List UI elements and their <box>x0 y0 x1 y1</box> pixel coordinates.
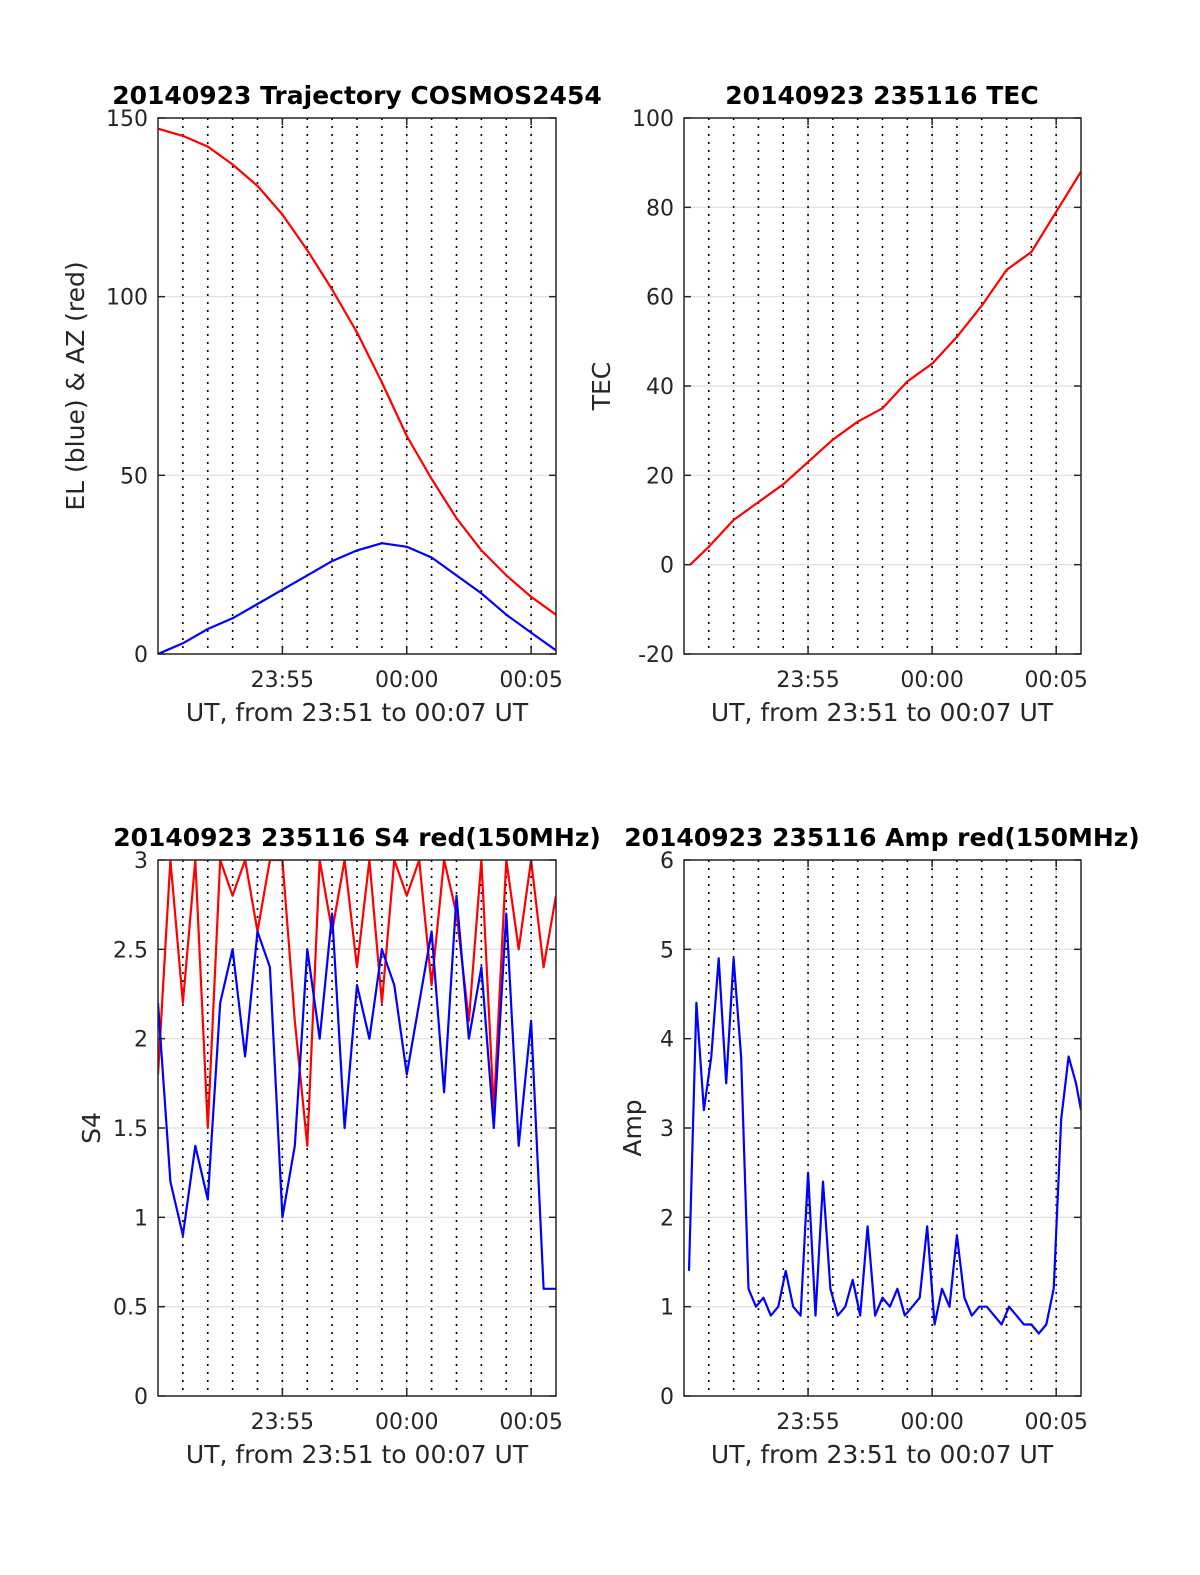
x-tick-label: 00:00 <box>375 668 438 693</box>
y-axis-label: EL (blue) & AZ (red) <box>61 261 90 510</box>
x-tick-label: 23:55 <box>776 668 839 693</box>
x-tick-label: 23:55 <box>251 668 314 693</box>
y-tick-label: 50 <box>120 464 148 489</box>
x-tick-label: 00:05 <box>1024 668 1087 693</box>
y-tick-label: 1 <box>660 1296 674 1321</box>
x-tick-label: 00:05 <box>499 668 562 693</box>
y-tick-label: 100 <box>106 286 148 311</box>
series-line-0 <box>158 127 556 616</box>
y-tick-label: 3 <box>660 1117 674 1142</box>
series-line-0 <box>687 957 1081 1335</box>
y-tick-label: 0 <box>134 643 148 668</box>
y-tick-label: 150 <box>106 107 148 132</box>
y-tick-label: 0 <box>134 1385 148 1410</box>
y-tick-label: 20 <box>646 464 674 489</box>
chart-title: 20140923 235116 Amp red(150MHz) <box>624 823 1140 852</box>
x-tick-label: 23:55 <box>251 1410 314 1435</box>
x-axis-label: UT, from 23:51 to 00:07 UT <box>711 698 1054 727</box>
chart-s4: 0 0.5 1 1.5 2 2.5 3 23:55 00:00 00:05 20140923 23… <box>77 823 601 1469</box>
y-tick-label: 1.5 <box>113 1117 148 1142</box>
x-tick-label: 00:00 <box>900 668 963 693</box>
y-tick-label: 0.5 <box>113 1296 148 1321</box>
y-tick-label: 100 <box>632 107 674 132</box>
y-tick-label: 0 <box>660 554 674 579</box>
y-tick-label: 40 <box>646 375 674 400</box>
y-tick-label: 2 <box>660 1206 674 1231</box>
y-axis-label: Amp <box>618 1099 647 1156</box>
y-tick-label: 3 <box>134 849 148 874</box>
chart-amp: 0 1 2 3 4 5 6 23:55 00:00 00:05 20140923 235116 A… <box>618 823 1140 1469</box>
x-tick-label: 00:05 <box>499 1410 562 1435</box>
x-tick-label: 00:05 <box>1024 1410 1087 1435</box>
series-line-1 <box>158 894 556 1290</box>
y-tick-label: 80 <box>646 196 674 221</box>
chart-tec: -20 0 20 40 60 80 100 23:55 00:00 00:05 20140923 … <box>587 81 1088 727</box>
y-axis-label: S4 <box>77 1112 106 1144</box>
x-tick-label: 00:00 <box>900 1410 963 1435</box>
plot-frame <box>157 117 557 655</box>
y-tick-label: 0 <box>660 1385 674 1410</box>
chart-title: 20140923 Trajectory COSMOS2454 <box>112 81 602 110</box>
chart-title: 20140923 235116 TEC <box>725 81 1038 110</box>
y-tick-label: 6 <box>660 849 674 874</box>
y-tick-label: 1 <box>134 1206 148 1231</box>
y-tick-label: 60 <box>646 286 674 311</box>
chart-trajectory: 0 50 100 150 23:55 00:00 00:05 20140923 Trajec… <box>61 81 602 727</box>
y-tick-label: -20 <box>638 643 674 668</box>
y-tick-label: 4 <box>660 1028 674 1053</box>
x-tick-label: 23:55 <box>776 1410 839 1435</box>
series-line-1 <box>158 542 556 654</box>
y-tick-label: 5 <box>660 938 674 963</box>
series-line-0 <box>689 171 1081 566</box>
chart-title: 20140923 235116 S4 red(150MHz) <box>113 823 601 852</box>
x-axis-label: UT, from 23:51 to 00:07 UT <box>186 698 529 727</box>
x-axis-label: UT, from 23:51 to 00:07 UT <box>186 1440 529 1469</box>
y-tick-label: 2 <box>134 1028 148 1053</box>
series-line-0 <box>158 860 556 1148</box>
x-tick-label: 00:00 <box>375 1410 438 1435</box>
y-axis-label: TEC <box>587 362 616 412</box>
x-axis-label: UT, from 23:51 to 00:07 UT <box>711 1440 1054 1469</box>
y-tick-label: 2.5 <box>113 938 148 963</box>
